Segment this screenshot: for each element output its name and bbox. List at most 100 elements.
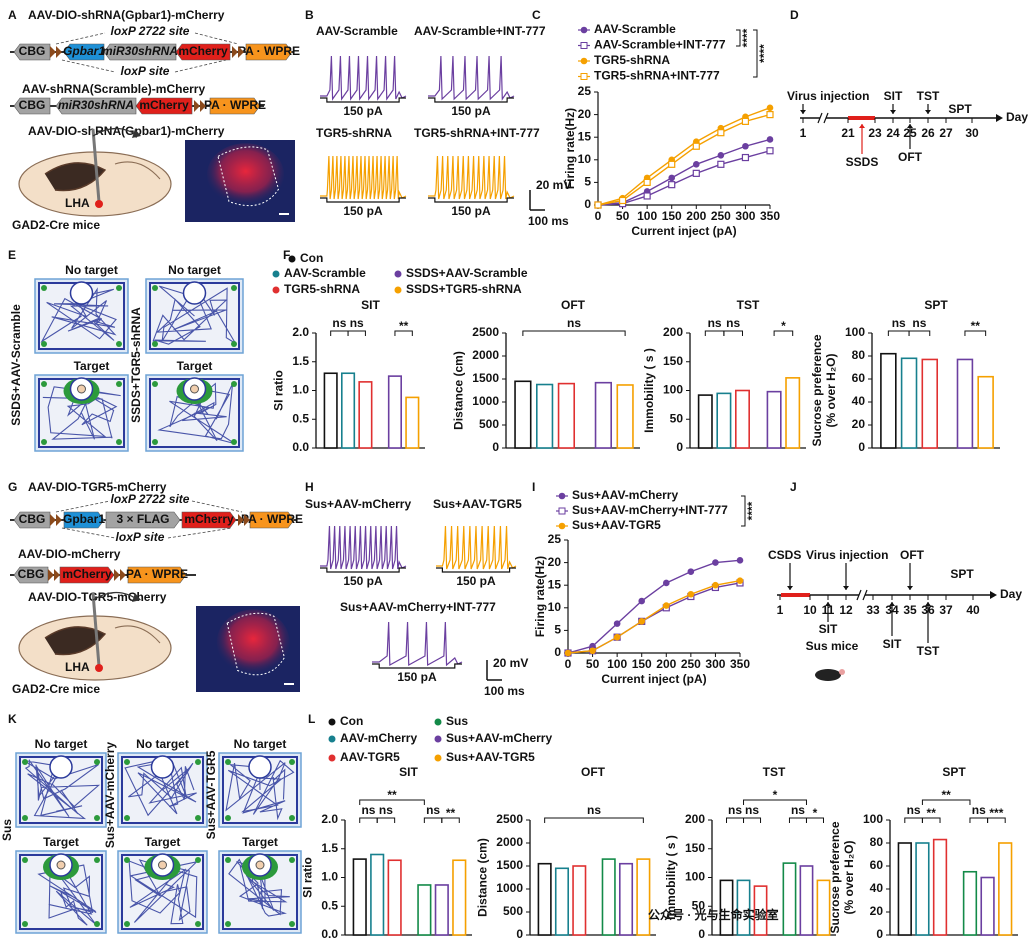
vector-label: Gpbar1 — [63, 512, 105, 526]
occupancy-spot — [124, 759, 130, 765]
data-point — [643, 192, 651, 200]
significance-bracket — [921, 817, 941, 823]
trajectory — [225, 759, 295, 821]
panel-letter: L — [308, 712, 315, 726]
occupancy-spot — [289, 759, 295, 765]
legend-label: TGR5-shRNA — [594, 53, 670, 67]
bar — [932, 838, 948, 936]
significance-bracket — [805, 817, 824, 823]
vector-element — [13, 511, 51, 529]
series-line — [567, 582, 741, 654]
chart-title: SIT — [399, 765, 418, 779]
arrow-head — [132, 593, 141, 602]
vector-label: mCherry — [178, 44, 228, 58]
y-tick-label: 150 — [663, 354, 683, 368]
chart-title: OFT — [561, 298, 586, 312]
y-tick-label: 20 — [870, 904, 884, 918]
x-axis-label: Current inject (pA) — [631, 224, 736, 238]
arrow — [92, 127, 136, 137]
panel-letter: G — [8, 480, 17, 494]
y-axis-label: Distance (cm) — [451, 351, 465, 430]
legend-marker — [328, 754, 336, 762]
legend-label: Con — [300, 251, 323, 265]
stress-period — [781, 593, 810, 597]
significance-bracket — [359, 799, 425, 805]
day-label: 1 — [777, 603, 784, 617]
maze-title: Target — [242, 835, 278, 849]
occupancy-spot — [231, 285, 237, 291]
bar — [880, 352, 897, 449]
bar — [753, 885, 768, 936]
y-tick-label: 500 — [479, 417, 499, 431]
vector-element — [127, 566, 187, 584]
stimulus-trace — [320, 197, 406, 203]
histology-signal — [207, 143, 284, 206]
stimulus-trace — [320, 97, 406, 103]
legend-marker — [580, 57, 588, 65]
significance-label: ns — [972, 803, 986, 817]
data-point — [564, 649, 572, 657]
x-tick-label: 100 — [607, 657, 627, 671]
y-axis-label: Distance (cm) — [475, 838, 489, 917]
vector-title: AAV-DIO-mCherry — [18, 547, 121, 561]
vector-label: miR30shRNA — [102, 44, 178, 58]
vector-element — [13, 43, 51, 61]
bar — [340, 372, 356, 449]
stimulus-trace — [436, 567, 516, 573]
lox-site — [194, 100, 200, 112]
trace-label: Sus+AAV-mCherry — [305, 497, 411, 511]
stimulus-label: 150 pA — [343, 574, 383, 588]
region-label: LHA — [65, 660, 90, 674]
lox-site — [200, 100, 206, 112]
mouse-icon — [839, 669, 845, 675]
trajectory — [37, 861, 97, 926]
axis-break — [817, 112, 829, 124]
occupancy-spot — [124, 921, 130, 927]
target-enclosure — [248, 755, 272, 779]
panel-letter: H — [305, 480, 314, 494]
brain-structure — [114, 625, 161, 644]
significance-label: * — [773, 788, 778, 802]
arrow — [92, 591, 136, 601]
y-tick-label: 20 — [852, 417, 866, 431]
maze-title: No target — [168, 263, 221, 277]
lox-site — [56, 514, 62, 526]
trace-label: AAV-Scramble — [316, 24, 398, 38]
x-tick-label: 250 — [681, 657, 701, 671]
x-tick-label: 150 — [632, 657, 652, 671]
panel-letter: K — [8, 712, 17, 726]
occupancy-spot — [225, 921, 231, 927]
y-tick-label: 5 — [554, 623, 561, 637]
legend-label: AAV-Scramble — [594, 22, 676, 36]
injection-site — [95, 200, 103, 208]
y-tick-label: 50 — [670, 411, 684, 425]
y-tick-label: 25 — [548, 532, 562, 546]
occupancy-spot — [289, 857, 295, 863]
y-tick-label: 100 — [685, 870, 705, 884]
day-label: 1 — [800, 126, 807, 140]
day-label: 40 — [966, 603, 980, 617]
legend-label: SSDS+TGR5-shRNA — [406, 282, 522, 296]
significance-label: **** — [757, 44, 771, 63]
data-point — [712, 559, 719, 566]
x-axis-label: Current inject (pA) — [601, 672, 706, 686]
brain-structure — [44, 626, 107, 656]
day-label: 26 — [921, 126, 935, 140]
bar — [799, 865, 814, 936]
stimulus-label: 150 pA — [456, 574, 496, 588]
stimulus-label: 150 pA — [451, 104, 491, 118]
bar — [616, 384, 634, 449]
vector-element — [249, 511, 295, 529]
x-tick-label: 150 — [662, 209, 682, 223]
y-tick-label: 2000 — [472, 348, 499, 362]
data-point — [668, 174, 676, 182]
y-tick-label: 1.5 — [321, 841, 338, 855]
y-tick-label: 200 — [663, 325, 683, 339]
x-tick-label: 0 — [595, 209, 602, 223]
arrow-head — [890, 110, 896, 114]
event-label: SIT — [819, 622, 838, 636]
vector-element — [175, 43, 231, 61]
target-enclosure — [150, 755, 175, 779]
vector-label: mCherry — [184, 512, 234, 526]
target-enclosure — [182, 281, 207, 305]
